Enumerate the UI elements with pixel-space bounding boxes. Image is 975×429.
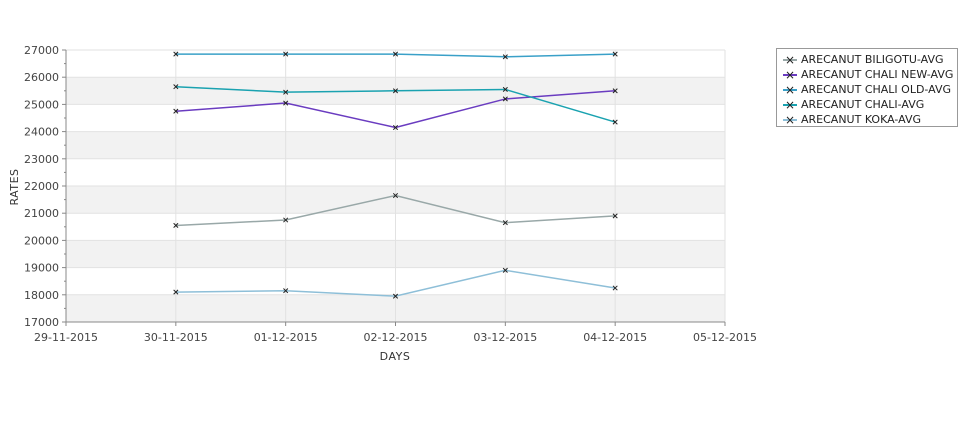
legend-label: ARECANUT KOKA-AVG <box>801 113 921 126</box>
x-axis-ticks: 29-11-2015 30-11-2015 01-12-2015 02-12-2015… <box>34 322 757 344</box>
legend-item: × ARECANUT BILIGOTU-AVG <box>781 52 957 67</box>
data-point <box>283 288 289 294</box>
x-tick-label: 01-12-2015 <box>254 331 318 344</box>
y-tick-label: 21000 <box>24 207 59 220</box>
data-point <box>612 285 618 291</box>
legend-label: ARECANUT CHALI OLD-AVG <box>801 83 952 96</box>
data-point <box>392 293 399 299</box>
legend: × ARECANUT BILIGOTU-AVG × ARECANUT CHALI NE… <box>776 48 958 127</box>
legend-marker-icon: × <box>783 97 797 112</box>
data-point <box>283 217 289 223</box>
data-point <box>392 192 399 199</box>
legend-marker-icon: × <box>783 112 797 127</box>
data-point <box>173 222 179 228</box>
y-tick-label: 26000 <box>24 71 59 84</box>
x-axis-title: DAYS <box>380 350 411 363</box>
y-tick-label: 27000 <box>24 44 59 57</box>
series-group <box>173 88 618 131</box>
data-point <box>173 84 179 90</box>
series-group <box>173 84 618 125</box>
y-tick-label: 18000 <box>24 289 59 302</box>
x-tick-label: 02-12-2015 <box>364 331 428 344</box>
data-point <box>283 89 289 95</box>
y-axis-ticks: 17000 18000 19000 20000 21000 22000 23000 24000… <box>24 44 66 329</box>
data-point <box>612 213 618 219</box>
x-tick-label: 04-12-2015 <box>583 331 647 344</box>
data-point <box>173 108 179 114</box>
x-tick-label: 29-11-2015 <box>34 331 98 344</box>
data-point <box>502 54 508 60</box>
data-point <box>612 119 618 125</box>
legend-marker-icon: × <box>783 82 797 97</box>
series-group <box>173 51 618 60</box>
data-point <box>392 88 399 94</box>
data-point <box>502 220 508 226</box>
x-tick-label: 05-12-2015 <box>693 331 757 344</box>
y-tick-label: 23000 <box>24 153 59 166</box>
legend-item: × ARECANUT KOKA-AVG <box>781 112 957 127</box>
x-tick-label: 30-11-2015 <box>144 331 208 344</box>
data-point <box>283 100 289 106</box>
data-point <box>502 86 508 92</box>
data-point <box>502 96 508 102</box>
y-tick-label: 20000 <box>24 234 59 247</box>
series-group <box>173 267 618 299</box>
legend-item: × ARECANUT CHALI NEW-AVG <box>781 67 957 82</box>
legend-label: ARECANUT CHALI-AVG <box>801 98 925 111</box>
legend-item: × ARECANUT CHALI-AVG <box>781 97 957 112</box>
y-axis-title: RATES <box>8 168 21 205</box>
legend-marker-icon: × <box>783 67 797 82</box>
series-group <box>173 192 618 228</box>
data-point <box>392 51 399 57</box>
y-tick-label: 22000 <box>24 180 59 193</box>
legend-item: × ARECANUT CHALI OLD-AVG <box>781 82 957 97</box>
data-point <box>173 289 179 295</box>
data-point <box>612 51 618 57</box>
y-tick-label: 17000 <box>24 316 59 329</box>
legend-label: ARECANUT CHALI NEW-AVG <box>801 68 954 81</box>
data-point <box>173 51 179 57</box>
y-tick-label: 25000 <box>24 98 59 111</box>
axes <box>62 50 725 326</box>
legend-marker-icon: × <box>783 52 797 67</box>
data-point <box>502 267 508 273</box>
x-tick-label: 03-12-2015 <box>473 331 537 344</box>
y-tick-label: 24000 <box>24 126 59 139</box>
legend-label: ARECANUT BILIGOTU-AVG <box>801 53 944 66</box>
data-point <box>283 51 289 57</box>
y-tick-label: 19000 <box>24 262 59 275</box>
data-point <box>612 88 618 94</box>
data-point <box>392 124 399 131</box>
series-lines <box>173 51 618 299</box>
